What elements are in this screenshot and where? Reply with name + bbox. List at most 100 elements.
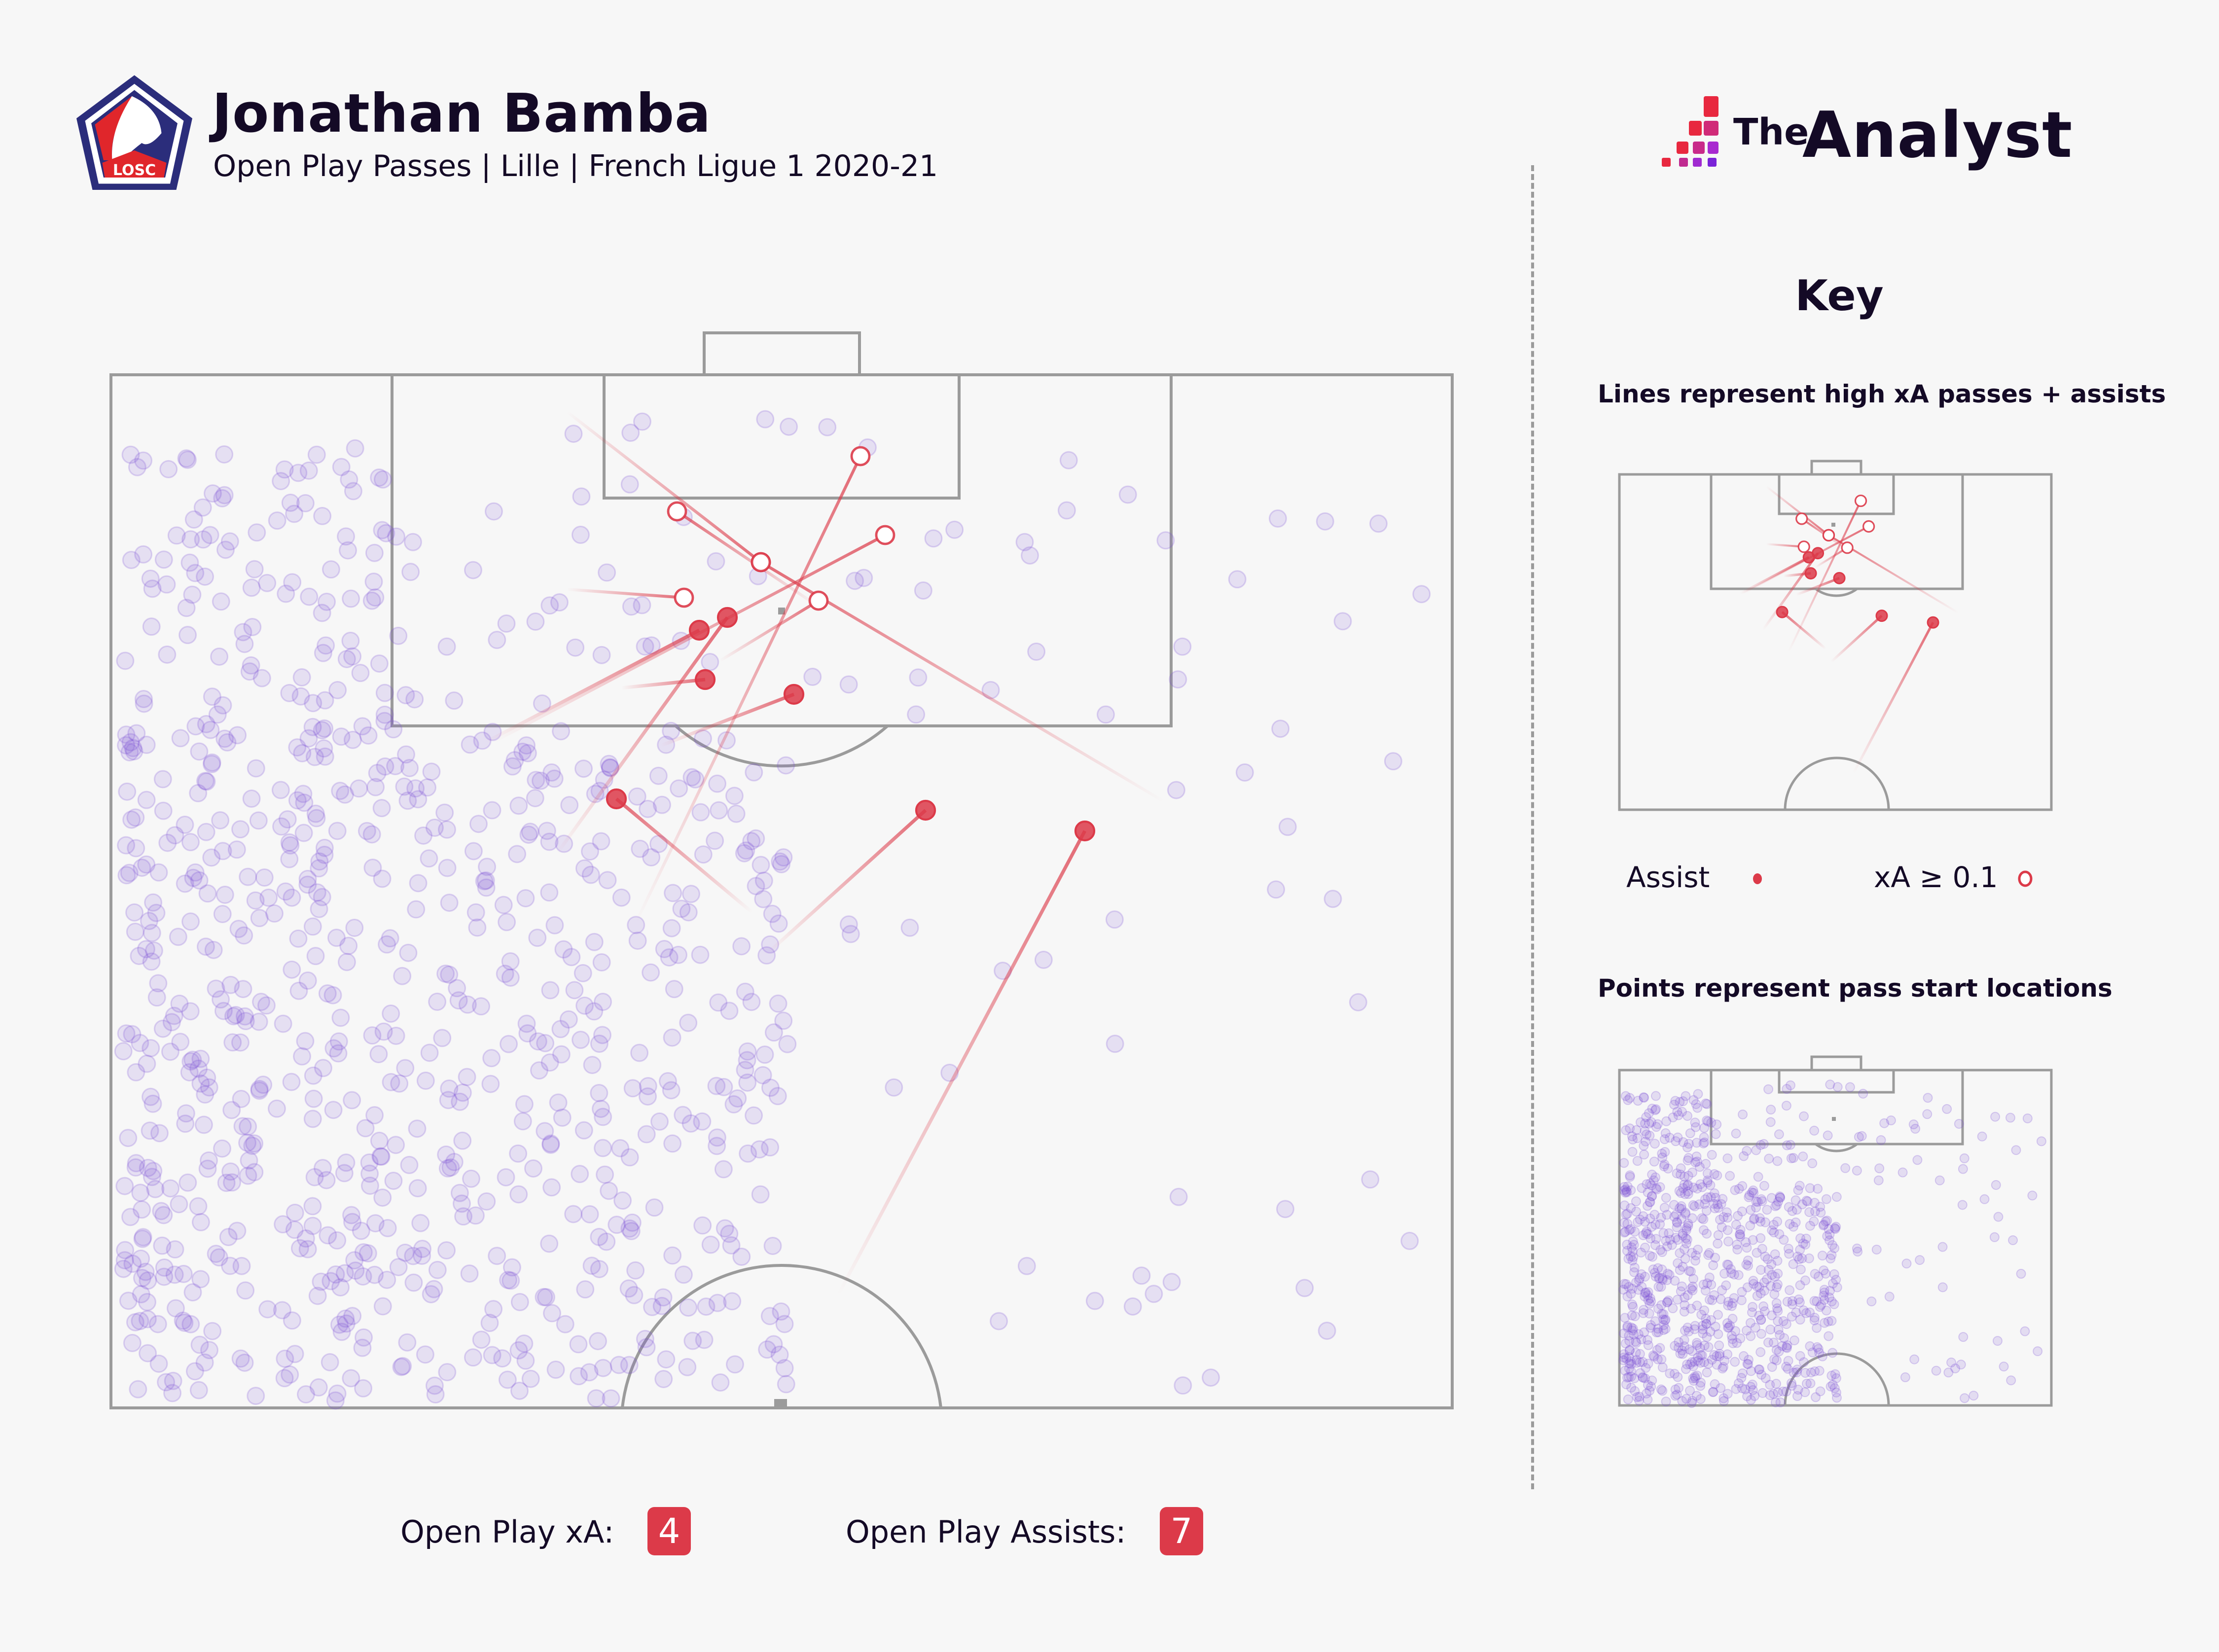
pass-start-point [246,891,265,910]
pass-start-point [329,1032,348,1051]
pass-start-point [458,995,477,1014]
pass-start-point [273,1301,291,1320]
pass-start-point [171,729,190,748]
pass-start-point [174,1264,193,1283]
pass-start-point [552,1045,571,1064]
pass-start-point [133,1269,151,1288]
pass-start-point [658,1072,677,1091]
pass-start-point [575,996,594,1015]
pass-start-point [335,1164,354,1183]
pass-start-point [234,623,252,642]
pass-start-point [158,833,177,852]
pass-start-point [639,1077,657,1095]
pass-start-point [213,905,232,924]
pass-start-point [258,1300,277,1319]
pass-start-point [732,937,751,956]
pass-start-point [590,1083,608,1102]
pass-start-point [219,1228,238,1247]
pass-start-point [708,1137,726,1155]
pass-start-point [761,1078,780,1097]
pass-start-point [153,1019,172,1038]
analyst-bars-icon [1662,96,1718,167]
pass-start-point [404,1247,423,1265]
pass-start-point [283,960,301,979]
pass-start-point [203,753,221,772]
pass-start-point [500,1035,518,1053]
pass-start-point [750,1140,769,1159]
pass-start-point [121,733,140,752]
pass-start-point [286,1345,304,1364]
pass-start-point [239,1117,257,1136]
pass-line [676,510,820,608]
pass-start-point [720,1002,739,1020]
pass-start-point [652,795,671,814]
pass-start-point [408,1119,427,1138]
pass-start-point [240,662,259,681]
pass-start-point [296,1229,315,1248]
xa-marker [1797,540,1810,553]
pass-start-point [242,790,261,808]
pass-start-point [723,1292,742,1311]
pass-start-point [476,871,495,890]
pass-start-point [466,903,485,922]
pass-start-point [540,596,559,615]
pass-start-point [841,925,860,943]
pass-start-point [296,1032,315,1050]
pass-start-point [132,1285,150,1303]
pass-start-point [179,626,197,645]
pass-start-point [183,1283,202,1302]
pass-start-point [343,1307,362,1326]
pass-start-point [342,1369,360,1388]
pass-start-point [304,694,322,713]
pass-start-point [545,769,564,788]
pass-start-point [513,743,532,761]
pass-start-point [324,1039,343,1058]
pass-start-point [670,779,688,798]
pass-start-point [674,1265,693,1284]
pass-start-point [404,1273,423,1292]
pass-start-point [373,521,392,539]
pass-start-point [778,1035,797,1053]
pass-start-point [758,1340,777,1359]
pass-start-point [228,1221,247,1240]
pass-start-point [137,855,156,874]
pass-start-point [171,1033,190,1051]
pitch-markings [109,331,1454,1409]
pass-start-point [399,943,418,962]
pass-start-point [737,841,755,860]
pass-start-point [1400,1231,1419,1250]
pass-start-point [211,811,230,829]
pass-start-point [291,687,310,706]
pass-start-point [138,1310,157,1329]
pass-start-point [626,1261,645,1280]
pass-start-point [198,1068,216,1087]
pass-start-point [190,742,209,761]
pass-line [1781,611,1827,650]
pass-start-point [679,1298,698,1317]
pass-start-point [289,929,308,948]
pass-start-point [631,839,649,858]
pass-start-point [589,1332,608,1351]
main-pitch-chart [109,331,1454,1410]
pass-start-point [693,1216,712,1235]
assists-stat-badge: 7 [1160,1507,1203,1555]
pass-start-point [218,733,237,752]
pass-start-point [403,533,422,551]
pass-start-point [321,1353,339,1371]
pass-start-point [366,778,385,796]
pass-start-point [592,646,611,664]
pass-start-point [405,690,424,709]
pass-start-point [572,1031,590,1049]
pass-start-point [1017,1257,1036,1275]
pass-start-point [281,836,300,855]
xa-marker [1795,512,1808,525]
pass-start-point [623,1213,642,1232]
pass-start-point [540,883,559,902]
pass-start-point [149,863,168,882]
pass-start-point [343,1091,361,1110]
pass-start-point [351,664,370,682]
pass-start-point [235,1007,254,1026]
pass-start-point [327,929,346,947]
pass-start-point [207,979,225,998]
pass-start-point [571,526,590,544]
